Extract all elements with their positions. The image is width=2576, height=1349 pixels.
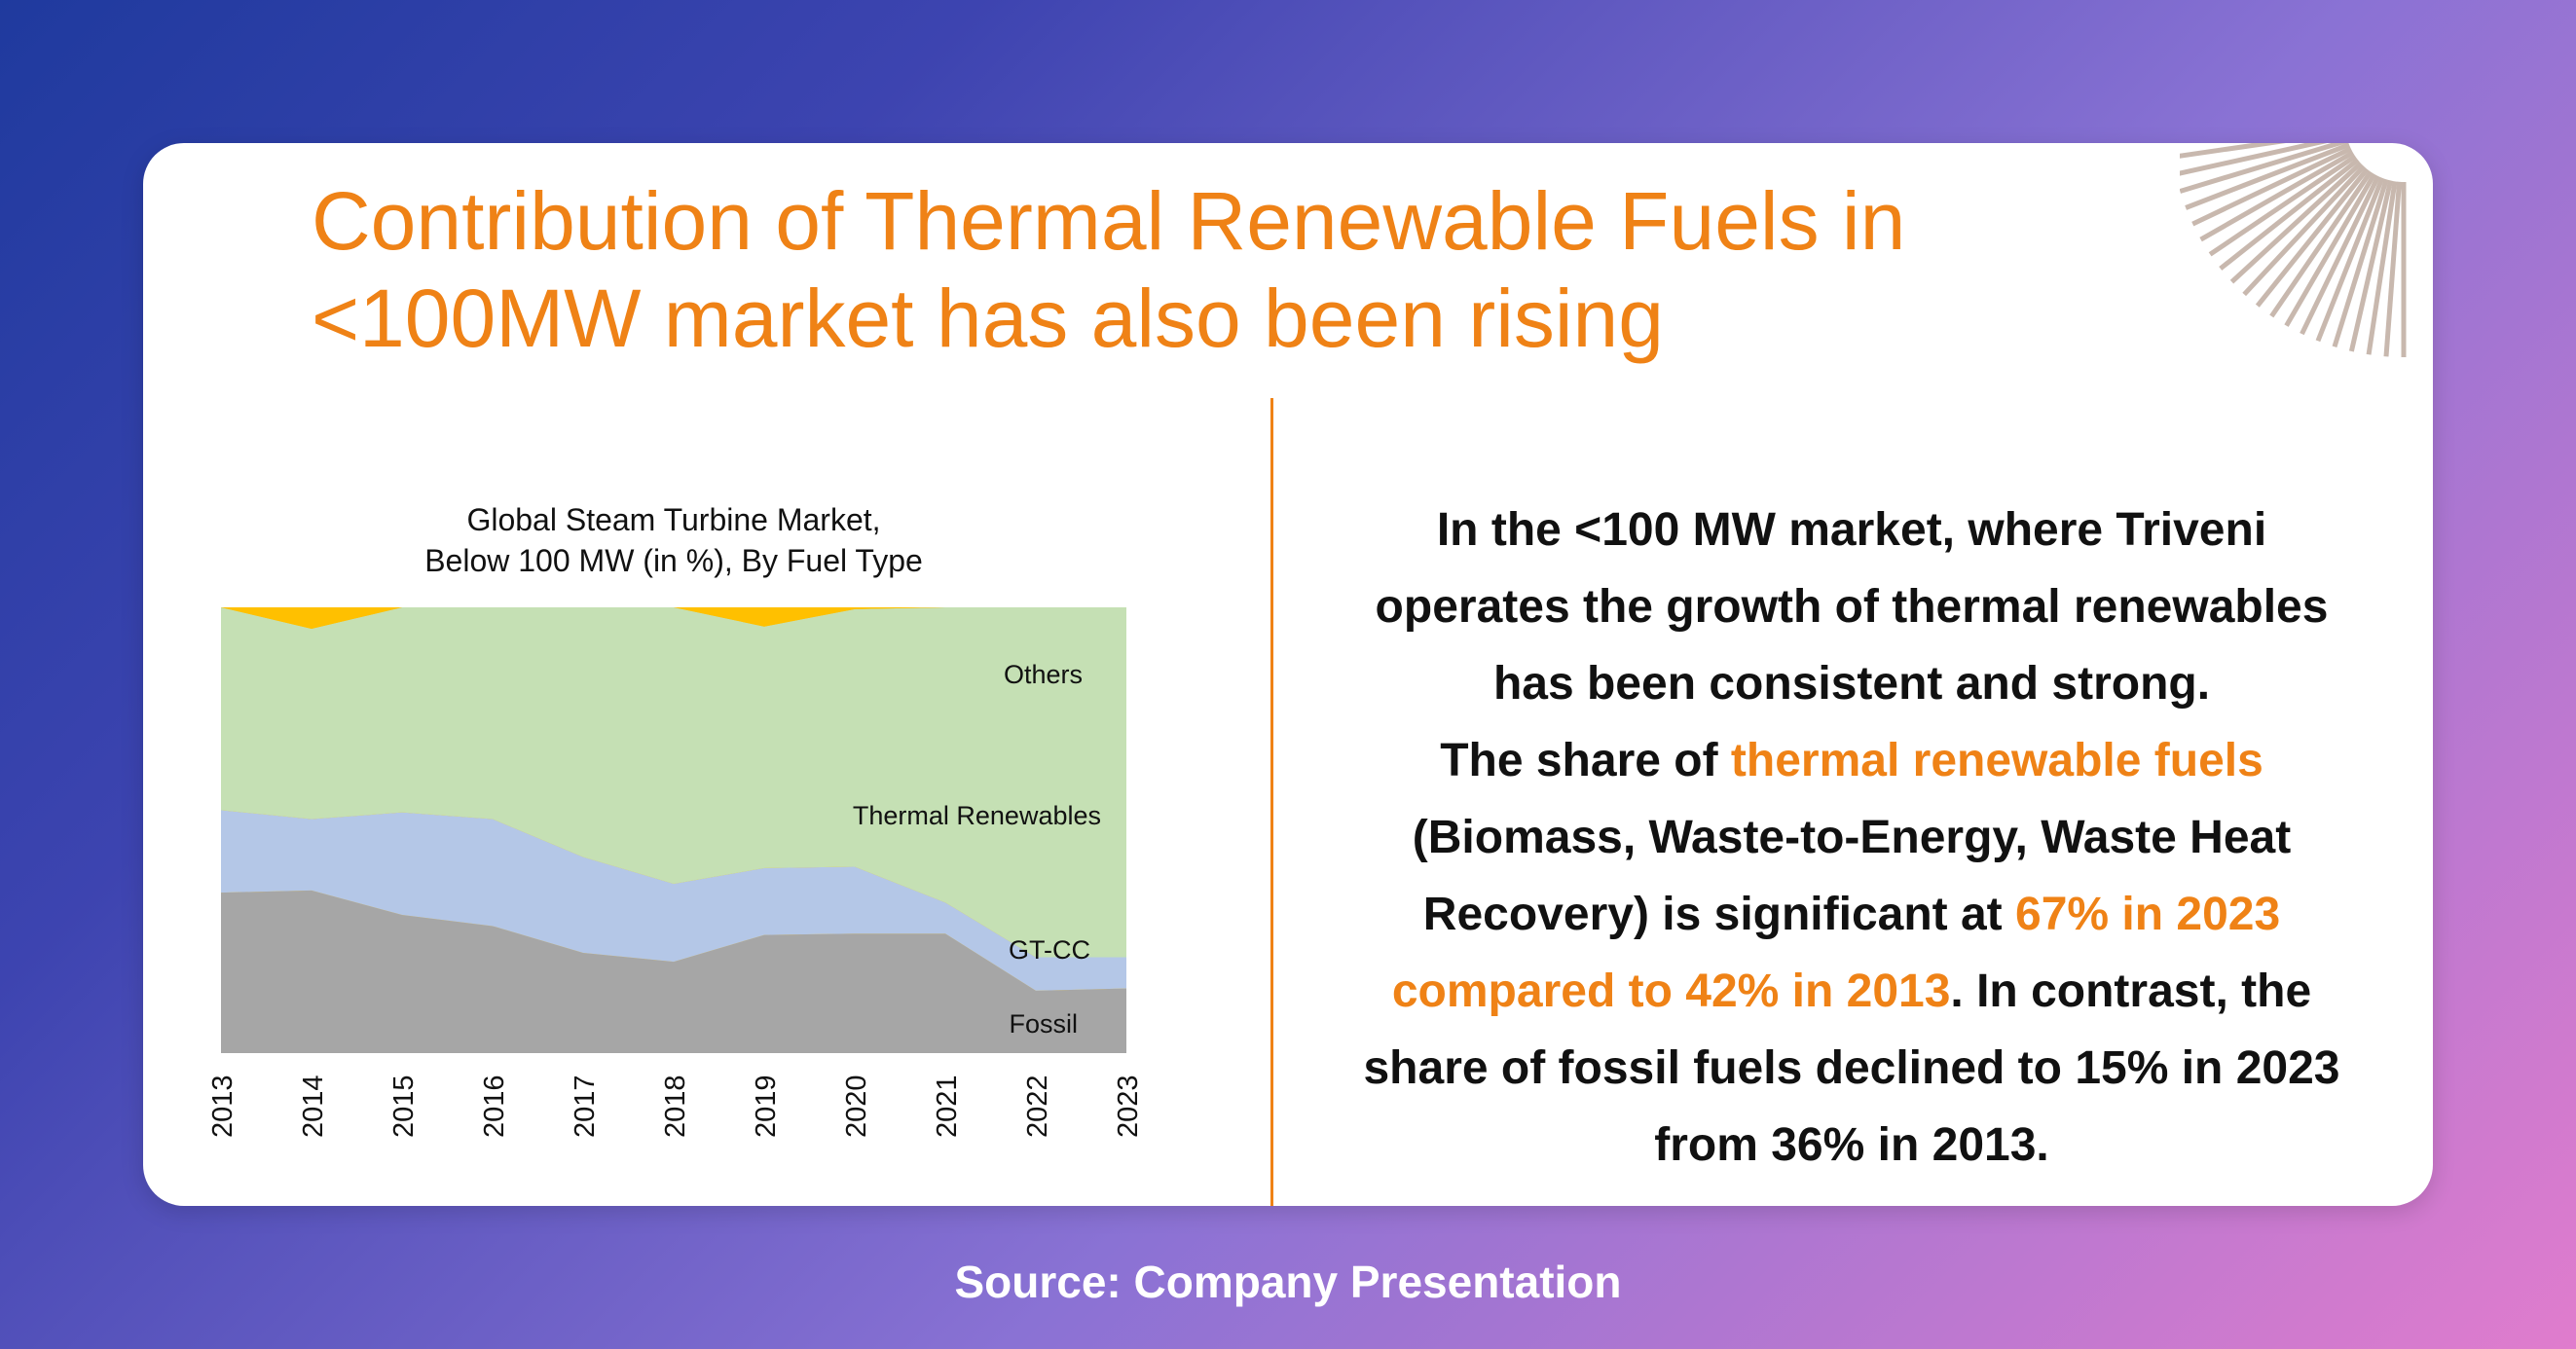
sunburst-ray <box>2269 170 2374 318</box>
x-tick-label: 2013 <box>207 1075 239 1138</box>
highlight-67-percent: 67% in 2023 <box>2015 889 2281 940</box>
slide-title-line2: <100MW market has also been rising <box>312 273 1664 364</box>
sunburst-ray <box>2242 164 2366 297</box>
series-label-gt-cc: GT-CC <box>1009 935 1090 965</box>
slide-title: Contribution of Thermal Renewable Fuels … <box>312 172 2161 367</box>
source-caption: Source: Company Presentation <box>954 1257 1622 1307</box>
explain-line: (Biomass, Waste-to-Energy, Waste Heat <box>1412 812 2292 863</box>
explain-line: Recovery) is significant at 67% in 2023 <box>1311 876 2392 953</box>
x-tick-label: 2018 <box>660 1075 691 1138</box>
chart-title-line1: Global Steam Turbine Market, <box>466 502 880 537</box>
area-gt-cc <box>221 810 1126 991</box>
explain-text: . In contrast, the <box>1950 966 2312 1017</box>
sunburst-ray <box>2185 143 2350 210</box>
x-tick-label: 2022 <box>1022 1075 1053 1138</box>
sunburst-ray <box>2180 143 2328 176</box>
area-thermal-renewables <box>221 607 1126 958</box>
sunburst-ray <box>2255 167 2370 308</box>
sunburst-ray <box>2315 176 2385 343</box>
area-others <box>221 607 1126 629</box>
chart-title-line2: Below 100 MW (in %), By Fuel Type <box>424 543 923 578</box>
slide-card: Contribution of Thermal Renewable Fuels … <box>143 143 2433 1206</box>
series-label-fossil: Fossil <box>1009 1009 1078 1039</box>
series-label-others: Others <box>1004 660 1083 689</box>
sunburst-ray <box>2191 146 2352 227</box>
explain-line: from 36% in 2013. <box>1654 1119 2049 1171</box>
highlight-42-percent: compared to 42% in 2013 <box>1391 966 1951 1017</box>
chart-areas <box>221 607 1126 1053</box>
x-tick-label: 2020 <box>841 1075 872 1138</box>
series-labels: Fossil GT-CC Thermal Renewables Others <box>853 660 1101 1039</box>
explain-line: In the <100 MW market, where Triveni <box>1436 504 2267 556</box>
sunburst-ray <box>2284 172 2377 327</box>
explain-text: The share of <box>1440 735 1731 786</box>
explain-line: The share of thermal renewable fuels <box>1311 722 2392 799</box>
sunburst-ray <box>2300 174 2381 336</box>
column-divider <box>1270 398 1273 1206</box>
x-tick-label: 2021 <box>932 1075 963 1138</box>
sunburst-ray <box>2229 161 2363 284</box>
sunburst-decoration <box>2180 143 2407 357</box>
x-tick-label: 2016 <box>479 1075 510 1138</box>
sunburst-ray <box>2348 179 2394 352</box>
explain-line: has been consistent and strong. <box>1492 658 2211 710</box>
x-tick-label: 2019 <box>751 1075 782 1138</box>
sunburst-ray <box>2199 150 2355 242</box>
x-tick-label: 2017 <box>570 1075 601 1138</box>
sunburst-ray <box>2383 181 2402 357</box>
slide-title-line1: Contribution of Thermal Renewable Fuels … <box>312 175 1906 267</box>
x-tick-label: 2023 <box>1113 1075 1144 1138</box>
x-tick-label: 2015 <box>388 1075 420 1138</box>
explanation-text: In the <100 MW market, where Triveni ope… <box>1311 492 2392 1184</box>
explain-text: Recovery) is significant at <box>1422 889 2015 940</box>
explain-line: operates the growth of thermal renewable… <box>1375 581 2329 633</box>
sunburst-ray <box>2208 154 2357 257</box>
explain-line: compared to 42% in 2013. In contrast, th… <box>1311 953 2392 1030</box>
sunburst-ray <box>2332 178 2389 347</box>
sunburst-ray <box>2180 143 2348 194</box>
sunburst-ray <box>2180 143 2286 159</box>
area-fossil <box>221 890 1126 1053</box>
sunburst-ray <box>2219 158 2360 271</box>
stacked-area-chart: Global Steam Turbine Market, Below 100 M… <box>207 502 1144 1138</box>
x-tick-label: 2014 <box>298 1075 329 1138</box>
explain-line: share of fossil fuels declined to 15% in… <box>1363 1042 2340 1094</box>
series-label-thermal-renewables: Thermal Renewables <box>853 801 1101 830</box>
sunburst-ray <box>2366 180 2398 355</box>
highlight-thermal-renewable: thermal renewable fuels <box>1730 735 2263 786</box>
x-axis-tick-labels: 2013 2014 2015 2016 2017 2018 2019 2020 2021 2022… <box>207 1075 1144 1138</box>
